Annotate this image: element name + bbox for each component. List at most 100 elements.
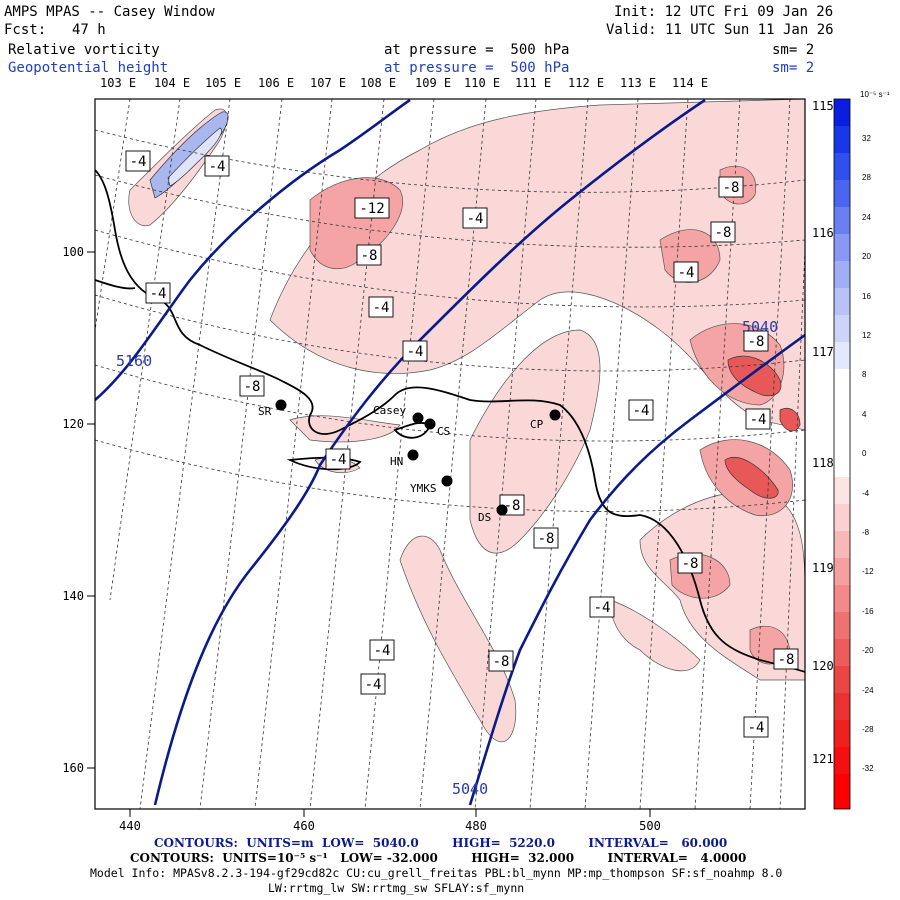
vorticity-label: -8 — [748, 334, 765, 350]
colorbar-tick: -24 — [862, 685, 874, 695]
station-label: HN — [390, 455, 403, 468]
colorbar-tick: 20 — [862, 252, 871, 262]
height-labels: 5160 5040 5040 — [116, 318, 778, 798]
vorticity-label: -4 — [594, 600, 611, 616]
map-plot-area — [95, 99, 805, 809]
geopotential-height-contours — [95, 99, 805, 806]
vorticity-label: -4 — [467, 211, 484, 227]
longitude-gridlines — [95, 99, 805, 809]
vorticity-label: -8 — [504, 498, 521, 514]
vorticity-label-box — [356, 244, 382, 266]
field2-level: at pressure = 500 hPa — [384, 60, 570, 76]
station-dot — [496, 504, 508, 516]
x-tick-label: 440 — [119, 819, 141, 833]
station-label: CP — [530, 418, 544, 431]
vorticity-label: -4 — [407, 344, 424, 360]
vorticity-label: -8 — [493, 654, 510, 670]
vorticity-label-box — [628, 399, 654, 421]
vorticity-label-box — [239, 375, 265, 397]
vorticity-label-box — [368, 296, 394, 318]
station-label: DS — [478, 511, 491, 524]
vorticity-label-box — [710, 221, 736, 243]
vorticity-label-box — [677, 552, 703, 574]
height-contour-info: CONTOURS: UNITS=m LOW= 5040.0 HIGH= 5220… — [154, 836, 728, 850]
vorticity-label-box — [369, 639, 395, 661]
top-lon-label: 112 E — [568, 76, 605, 90]
vorticity-label: -8 — [361, 248, 378, 264]
top-lon-label: 109 E — [415, 76, 452, 90]
y-tick-label: 100 — [62, 245, 84, 259]
vorticity-label-box — [589, 596, 615, 618]
plot-title: AMPS MPAS -- Casey Window — [4, 4, 215, 20]
station-label: YMKS — [410, 482, 437, 495]
vorticity-label: -4 — [209, 159, 226, 175]
top-lon-label: 113 E — [620, 76, 657, 90]
vorticity-label: -4 — [750, 412, 767, 428]
colorbar-tick: -12 — [862, 567, 874, 577]
vorticity-label-box — [673, 261, 699, 283]
vorticity-label: -8 — [715, 225, 732, 241]
height-label: 5160 — [116, 352, 152, 370]
top-lon-label: 114 E — [672, 76, 709, 90]
station-dot — [441, 475, 453, 487]
vorticity-label-box — [718, 176, 744, 198]
physics-info: LW:rrtmg_lw SW:rrtmg_sw SFLAY:sf_mynn — [268, 881, 525, 895]
forecast-hours: 47 h — [72, 22, 106, 38]
vorticity-label: -4 — [150, 286, 167, 302]
vorticity-label: -8 — [682, 556, 699, 572]
colorbar-tick: -16 — [862, 606, 874, 616]
colorbar-tick: -32 — [862, 764, 874, 774]
colorbar-tick: -20 — [862, 646, 874, 656]
x-axis-labels: 440 460 480 500 — [119, 819, 661, 833]
x-tick-label: 480 — [465, 819, 487, 833]
vorticity-label: -8 — [244, 379, 261, 395]
colorbar-tick: 4 — [862, 409, 867, 419]
strong-vorticity-fill — [724, 355, 801, 499]
vorticity-label-box — [745, 408, 771, 430]
y-tick-label: 160 — [62, 761, 84, 775]
top-lon-label: 104 E — [154, 76, 191, 90]
vorticity-label-box — [325, 448, 351, 470]
vorticity-label-box — [204, 155, 230, 177]
colorbar-tick: 16 — [862, 291, 871, 301]
colorbar-tick: 24 — [862, 212, 871, 222]
station-dot — [412, 412, 424, 424]
vorticity-label-box — [145, 282, 171, 304]
top-lon-label: 110 E — [464, 76, 501, 90]
vorticity-label: -4 — [633, 403, 650, 419]
forecast-label: Fcst: — [4, 22, 47, 38]
model-info: Model Info: MPASv8.2.3-194-gf29cd82c CU:… — [90, 866, 783, 880]
station-dot — [424, 418, 436, 430]
top-lon-label: 105 E — [205, 76, 242, 90]
vorticity-label: -4 — [374, 643, 391, 659]
vorticity-label-box — [402, 340, 428, 362]
axis-ticks — [87, 251, 651, 817]
vorticity-label: -4 — [130, 154, 147, 170]
vorticity-contour-info: CONTOURS: UNITS=10⁻⁵ s⁻¹ LOW= -32.000 HI… — [130, 851, 747, 865]
x-tick-label: 460 — [293, 819, 315, 833]
plot-frame — [94, 98, 806, 810]
colorbar-tick: -28 — [862, 725, 874, 734]
latitude-gridlines — [95, 129, 805, 512]
vorticity-label: -8 — [538, 531, 555, 547]
vorticity-label-box — [125, 150, 151, 172]
vorticity-label: -4 — [373, 300, 390, 316]
station-label: CS — [437, 425, 450, 438]
colorbar-tick: 32 — [862, 134, 871, 143]
vorticity-label-box — [462, 207, 488, 229]
top-lon-label: 107 E — [310, 76, 347, 90]
colorbar-tick: -4 — [862, 488, 870, 498]
y-axis-labels: 100 120 140 160 — [62, 245, 84, 775]
field2-name: Geopotential height — [8, 60, 169, 76]
valid-time: Valid: 11 UTC Sun 11 Jan 26 — [606, 22, 834, 38]
station-dot — [549, 409, 561, 421]
station-dot — [407, 449, 419, 461]
vorticity-label: -4 — [748, 720, 765, 736]
station-dot — [275, 399, 287, 411]
vorticity-label-box — [743, 330, 769, 352]
vorticity-label-box — [354, 197, 390, 219]
y-tick-label: 140 — [62, 589, 84, 603]
height-label: 5040 — [452, 780, 488, 798]
station-label: SR — [258, 405, 272, 418]
field1-level: at pressure = 500 hPa — [384, 42, 570, 58]
